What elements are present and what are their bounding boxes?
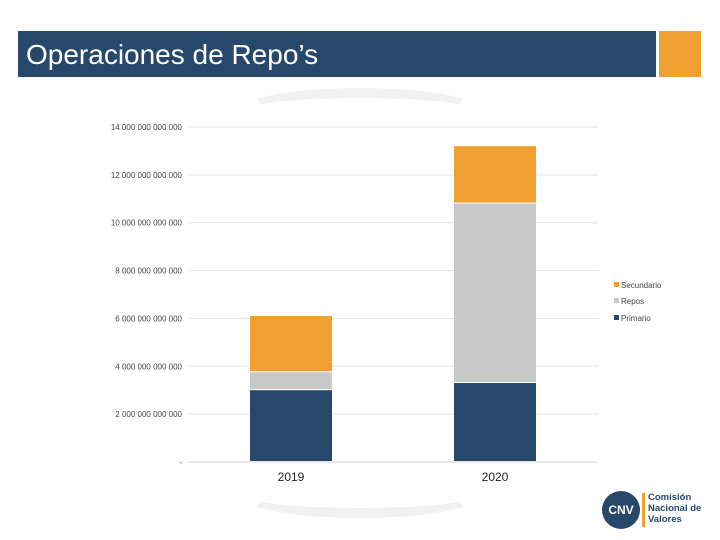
cnv-logo: CNV Comisión Nacional de Valores — [602, 490, 706, 530]
y-tick-label-1: 2 000 000 000 000 — [115, 410, 182, 419]
legend-swatch-secundario — [614, 282, 619, 287]
bar-2020-secundario — [454, 146, 536, 203]
legend-label-repos: Repos — [621, 297, 644, 306]
logo-line-3: Valores — [648, 514, 682, 525]
legend-swatch-repos — [614, 298, 619, 303]
bar-2019-primario — [250, 390, 332, 461]
watermark-arc-bottom — [245, 478, 475, 518]
y-tick-label-4: 8 000 000 000 000 — [115, 267, 182, 276]
logo-line-2: Nacional de — [648, 503, 702, 514]
legend-label-secundario: Secundario — [621, 281, 662, 290]
y-tick-label-0: - — [179, 458, 182, 467]
logo-divider — [642, 493, 645, 527]
x-tick-label-2020: 2020 — [482, 470, 509, 484]
page-title: Operaciones de Repo’s — [26, 39, 319, 70]
bar-2020-primario — [454, 383, 536, 461]
accent-block — [659, 31, 701, 77]
y-tick-label-2: 4 000 000 000 000 — [115, 362, 182, 371]
y-tick-label-6: 12 000 000 000 000 — [111, 171, 183, 180]
legend-swatch-primario — [614, 315, 619, 320]
y-tick-label-3: 6 000 000 000 000 — [115, 314, 182, 323]
legend-label-primario: Primario — [621, 314, 651, 323]
bar-2019-secundario — [250, 316, 332, 372]
logo-mark: CNV — [602, 491, 640, 529]
watermark-arc-top — [245, 88, 475, 128]
y-tick-label-5: 10 000 000 000 000 — [111, 219, 183, 228]
x-tick-label-2019: 2019 — [278, 470, 305, 484]
logo-text: Comisión Nacional de Valores — [648, 492, 701, 525]
bar-2020-repos — [454, 203, 536, 383]
logo-line-1: Comisión — [648, 492, 692, 503]
title-bar: Operaciones de Repo’s — [18, 31, 656, 77]
y-tick-label-7: 14 000 000 000 000 — [111, 123, 183, 132]
bar-2019-repos — [250, 372, 332, 390]
